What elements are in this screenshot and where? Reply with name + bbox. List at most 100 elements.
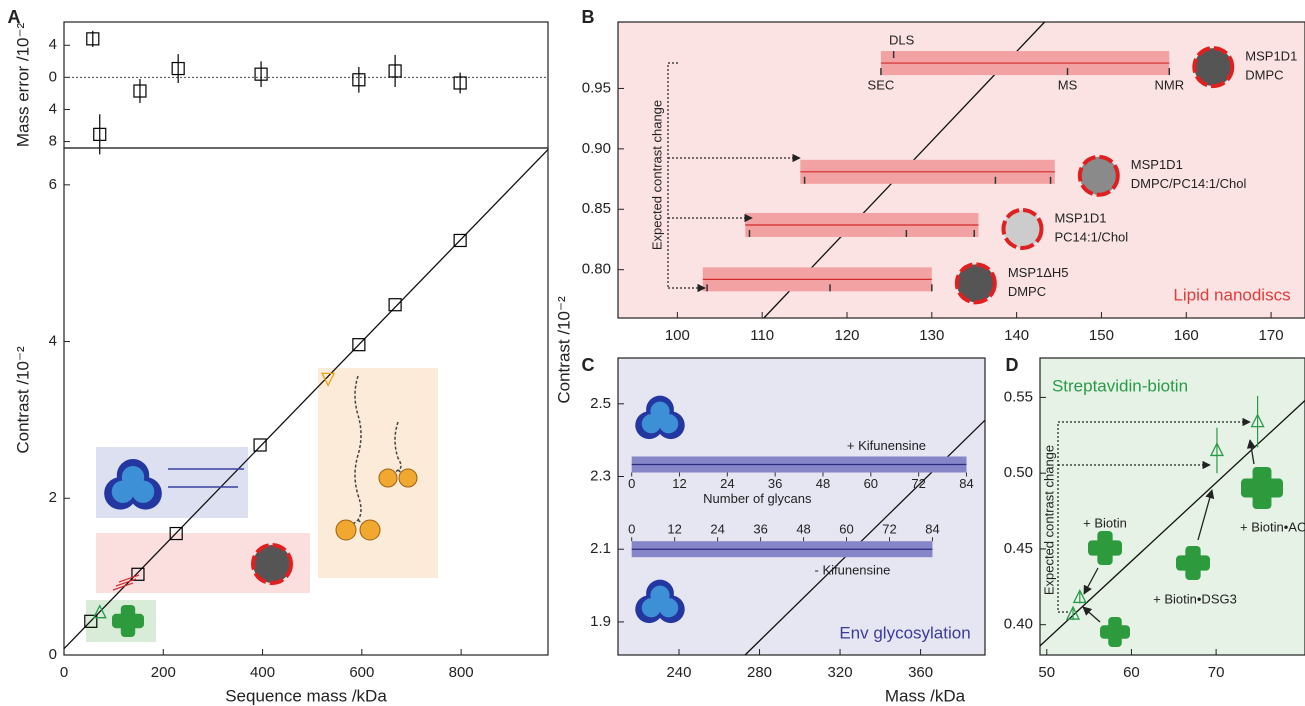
glycan-tick-label: 48 bbox=[816, 476, 830, 491]
data-point bbox=[254, 67, 268, 81]
method-label: MS bbox=[1058, 78, 1078, 93]
method-label: SEC bbox=[868, 78, 895, 93]
bar-label: PC14:1/Chol bbox=[1054, 229, 1128, 244]
bar-label: DMPC/PC14:1/Chol bbox=[1131, 176, 1247, 191]
y-tick-label: 4 bbox=[49, 333, 57, 350]
bar-label: MSP1D1 bbox=[1054, 210, 1106, 225]
data-point bbox=[133, 84, 147, 98]
glycan-tick-label: 36 bbox=[753, 522, 767, 537]
x-tick-label: 280 bbox=[747, 664, 772, 681]
data-point bbox=[1072, 588, 1087, 604]
y-axis-label: Mass error /10⁻² bbox=[13, 23, 32, 148]
plot-frame bbox=[63, 147, 549, 656]
arrow bbox=[1082, 606, 1101, 623]
method-label: NMR bbox=[1154, 78, 1184, 93]
icon bbox=[1001, 207, 1044, 250]
icon bbox=[378, 468, 398, 488]
inset-box bbox=[318, 368, 438, 578]
annotation: Env glycosylation bbox=[839, 623, 970, 642]
x-tick-label: 50 bbox=[1038, 664, 1055, 681]
panel-label: A bbox=[8, 7, 21, 27]
arrow bbox=[1083, 567, 1099, 595]
icon bbox=[650, 401, 670, 421]
x-tick-label: 800 bbox=[449, 664, 474, 681]
data-point bbox=[388, 64, 402, 78]
y-tick-label: 4 bbox=[49, 100, 57, 117]
y-tick-label: 0.90 bbox=[582, 140, 611, 157]
y-tick-label: 1.9 bbox=[590, 613, 611, 630]
icon bbox=[118, 574, 140, 583]
icon bbox=[1077, 154, 1120, 197]
bar-label: MSP1D1 bbox=[1245, 49, 1297, 64]
annotation: Expected contrast change bbox=[649, 100, 664, 250]
y-axis-label: Contrast /10⁻² bbox=[554, 296, 573, 404]
y-tick-label: 0.85 bbox=[582, 200, 611, 217]
icon bbox=[251, 543, 293, 585]
x-tick-label: 240 bbox=[666, 664, 691, 681]
x-tick-label: 60 bbox=[1123, 664, 1140, 681]
bracket bbox=[667, 62, 678, 288]
glycan-tick-label: 0 bbox=[628, 476, 635, 491]
icon bbox=[398, 468, 418, 488]
bar-label: DMPC bbox=[1008, 284, 1046, 299]
glycan-tick-label: 36 bbox=[768, 476, 782, 491]
fit-line bbox=[1039, 399, 1305, 647]
annotation: Expected contrast change bbox=[1041, 445, 1056, 595]
x-tick-label: 160 bbox=[1174, 327, 1199, 344]
x-tick-label: 170 bbox=[1259, 327, 1284, 344]
x-tick-label: 360 bbox=[908, 664, 933, 681]
y-tick-label: 0.40 bbox=[1004, 616, 1033, 633]
data-point bbox=[1209, 441, 1225, 457]
panel-label: D bbox=[1006, 355, 1019, 375]
x-tick-label: 0 bbox=[60, 664, 68, 681]
y-tick-label: 4 bbox=[49, 36, 57, 53]
icon bbox=[121, 465, 145, 489]
annotation: Lipid nanodiscs bbox=[1173, 285, 1290, 304]
icon bbox=[120, 605, 136, 637]
data-point bbox=[453, 233, 467, 248]
plot-frame bbox=[617, 357, 986, 656]
icon bbox=[650, 585, 670, 605]
glycan-tick-label: 24 bbox=[710, 522, 724, 537]
y-tick-label: 8 bbox=[49, 133, 57, 150]
panel-label: B bbox=[582, 7, 595, 27]
y-tick-label: 0.45 bbox=[1004, 540, 1033, 557]
data-point bbox=[352, 338, 366, 352]
x-tick-label: 100 bbox=[665, 327, 690, 344]
annotation: Streptavidin-biotin bbox=[1052, 376, 1188, 395]
icon bbox=[954, 262, 997, 305]
bar-label: MSP1ΔH5 bbox=[1008, 265, 1069, 280]
y-tick-label: 0.50 bbox=[1004, 464, 1033, 481]
data-point bbox=[171, 61, 185, 76]
arrow bbox=[1246, 439, 1256, 465]
glycan-tick-label: 12 bbox=[667, 522, 681, 537]
icon bbox=[1108, 617, 1122, 647]
data-point bbox=[86, 32, 100, 46]
x-tick-label: 200 bbox=[151, 664, 176, 681]
annotation: + Biotin bbox=[1083, 515, 1127, 530]
glycan-tick-label: 48 bbox=[796, 522, 810, 537]
data-point bbox=[84, 614, 98, 628]
data-point bbox=[253, 438, 267, 452]
data-point bbox=[453, 76, 467, 90]
fit-line bbox=[63, 149, 549, 650]
icon bbox=[1252, 467, 1272, 509]
bar-label: - Kifunensine bbox=[815, 563, 891, 578]
y-tick-label: 2.3 bbox=[590, 467, 611, 484]
icon bbox=[1185, 546, 1201, 580]
y-tick-label: 6 bbox=[49, 176, 57, 193]
glycan-tick-label: 24 bbox=[720, 476, 734, 491]
icon bbox=[1097, 531, 1113, 565]
x-tick-label: 320 bbox=[828, 664, 853, 681]
data-point bbox=[352, 73, 366, 87]
y-tick-label: 0.80 bbox=[582, 261, 611, 278]
annotation: + Biotin•ACTH bbox=[1240, 519, 1305, 534]
annotation: + Biotin•DSG3 bbox=[1153, 591, 1237, 606]
data-point bbox=[1065, 605, 1081, 620]
icon bbox=[335, 519, 357, 541]
data-point bbox=[388, 298, 402, 312]
y-tick-label: 0 bbox=[49, 646, 57, 663]
y-tick-label: 2.5 bbox=[590, 395, 611, 412]
data-point bbox=[93, 127, 107, 141]
